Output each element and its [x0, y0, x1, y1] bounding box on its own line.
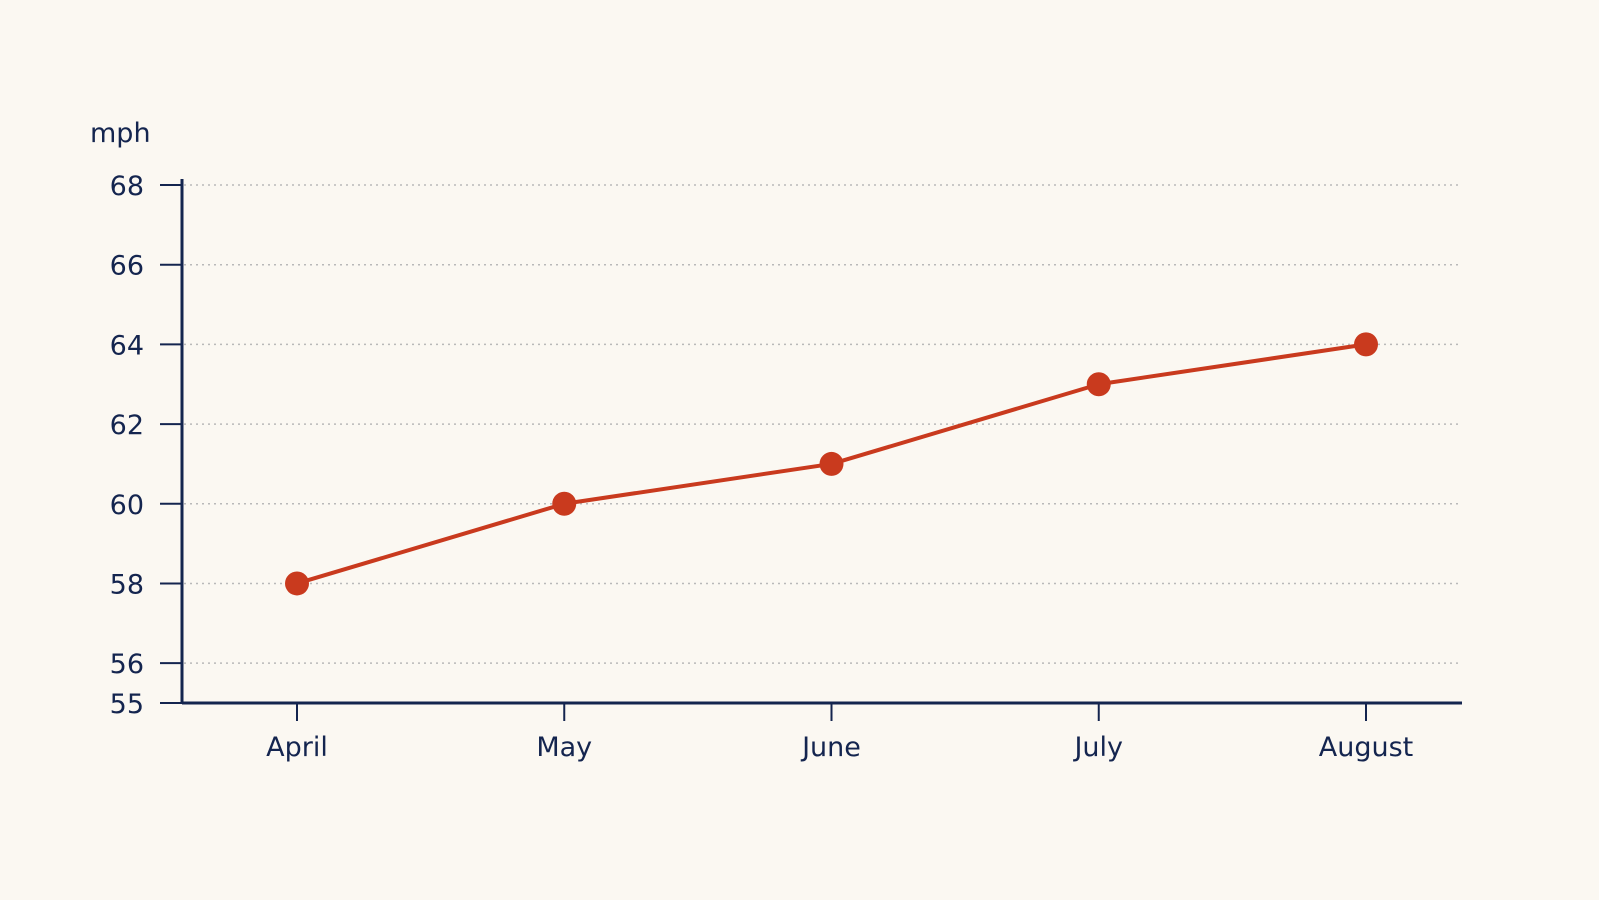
data-point-may	[552, 491, 577, 516]
x-axis-ticks: April May June July August	[266, 703, 1413, 763]
y-tick-label-66: 66	[110, 251, 144, 282]
grid-lines	[184, 184, 1462, 664]
data-point-july	[1086, 372, 1111, 397]
y-tick-label-62: 62	[110, 410, 144, 441]
y-axis-ticks: 55 56 58 60 62 64 66 68	[110, 171, 182, 720]
y-axis-unit-label: mph	[90, 118, 151, 149]
series-group	[285, 332, 1378, 596]
y-tick-label-55: 55	[110, 689, 144, 720]
x-tick-label-july: July	[1072, 732, 1123, 763]
data-point-june	[819, 451, 844, 476]
data-point-april	[285, 571, 309, 596]
x-tick-label-may: May	[536, 732, 592, 763]
y-tick-label-64: 64	[110, 330, 144, 361]
x-tick-label-april: April	[266, 732, 328, 763]
x-tick-label-june: June	[800, 732, 861, 763]
y-tick-label-68: 68	[110, 171, 144, 202]
x-tick-label-august: August	[1319, 732, 1414, 763]
data-point-august	[1354, 332, 1378, 357]
y-tick-label-58: 58	[110, 569, 144, 600]
y-tick-label-56: 56	[110, 649, 144, 680]
y-tick-label-60: 60	[110, 490, 144, 521]
